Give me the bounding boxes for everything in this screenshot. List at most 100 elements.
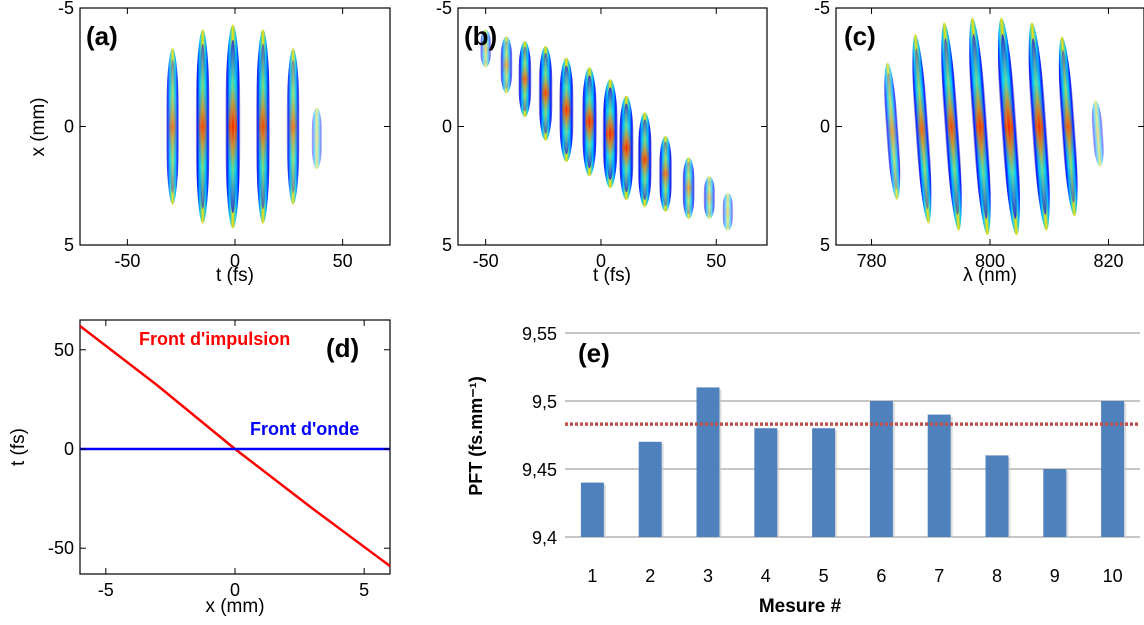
panel-e-ticks: 9,4 9,45 9,5 9,55 1 2 3 4 5 6 7 8 9 10 [522,324,1123,586]
panel-d-xtick-label: -5 [98,580,114,600]
bar [812,428,836,537]
panel-c-label: (c) [844,21,876,51]
panel-c-fringes [884,17,1104,236]
fringe [165,48,180,205]
panel-e-xlabel: Mesure # [759,596,842,617]
bar [696,387,720,537]
fringe [884,62,901,200]
panel-e-label: (e) [578,338,610,368]
panel-b-xlabel: t (fs) [593,265,631,286]
fringe [722,192,734,231]
fringe [558,57,574,163]
panel-d-lines [79,324,391,568]
fringe-inner [502,40,510,90]
fringe-core [662,164,669,184]
panel-b-xtick-label: -50 [473,251,499,271]
fringe-core [975,84,985,169]
panel-a-xtick-label: -50 [114,251,140,271]
panel-b-label: (b) [464,21,497,51]
fringe-core [229,84,237,169]
fringe [912,34,932,224]
panel-a-xtick-label: 0 [230,251,240,271]
fringe-core [542,77,549,109]
panel-a-xlabel: t (fs) [216,265,254,286]
fringe [500,36,513,94]
fringe-core [1004,79,1014,174]
panel-e-bars [565,387,1140,537]
fringe-core [169,107,176,146]
fringe-inner [724,195,731,228]
panel-a-ytick-label: -5 [58,0,74,18]
fringe-core [1034,85,1044,168]
fringe-core [585,99,593,144]
fringe-core [641,143,649,176]
panel-e-ylabel: PFT (fs.mm⁻¹) [466,376,486,496]
fringe [997,17,1020,236]
panel-e-xtick-label: 2 [645,566,655,586]
panel-c-xlabel: λ (nm) [963,265,1017,286]
fringe-core [947,92,956,161]
fringe [658,135,673,212]
fringe [703,176,716,219]
panel-c-xtick-label: 800 [975,251,1005,271]
panel-d-ytick-label: 0 [64,439,74,459]
bar [927,414,951,537]
fringe [602,79,619,189]
panel-e-xtick-label: 8 [992,566,1002,586]
fringe [255,29,271,224]
fringe [682,157,695,219]
fringe-inner [706,179,713,216]
bar [754,428,778,537]
bar [985,455,1009,537]
panel-e-xtick-label: 3 [703,566,713,586]
panel-e-ytick-label: 9,55 [522,324,557,344]
panel-d-xtick-label: 5 [359,580,369,600]
panel-b-ytick-label: 5 [442,235,452,255]
panel-e: 9,4 9,45 9,5 9,55 1 2 3 4 5 6 7 8 9 10 (e) Mesure # P… [466,324,1140,617]
fringe [518,41,532,118]
panel-b-ytick-label: 0 [442,117,452,137]
fringe [311,107,323,170]
fringe-core [259,95,267,158]
fringe [618,95,634,200]
bar [638,441,662,537]
fringe-inner [685,161,693,215]
panel-c: 780 800 820 -5 0 5 (c) λ (nm) [814,0,1144,286]
panel-e-ytick-label: 9,5 [532,392,557,412]
panel-d-label: (d) [326,333,359,363]
panel-e-ytick-label: 9,4 [532,528,557,548]
fringe [969,17,991,236]
fringe [1028,22,1050,231]
fringe [1091,100,1104,167]
panel-a-ytick-label: 5 [64,235,74,255]
panel-c-ytick-label: 5 [820,235,830,255]
fringe [286,48,300,205]
fringe-inner [1094,105,1102,162]
panel-e-ytick-label: 9,45 [522,460,557,480]
panel-a-label: (a) [86,21,118,51]
panel-d-xtick-label: 0 [230,580,240,600]
panel-a-ticks: -50 0 50-505 [58,0,390,271]
panel-c-ticks: 780 800 820 -5 0 5 [814,0,1144,271]
fringe [225,24,241,229]
panel-d-ytick-label: -50 [48,538,74,558]
panel-a-ytick-label: 0 [64,117,74,137]
fringe-core [606,110,614,157]
panel-e-xtick-label: 10 [1103,566,1123,586]
panel-d-ylabel: t (fs) [8,428,29,466]
pulse-front-legend: Front d'impulsion [139,329,290,349]
fringe-core [563,90,570,130]
fringe [1058,36,1078,217]
wave-front-legend: Front d'onde [250,419,359,439]
panel-c-ytick-label: -5 [814,0,830,18]
fringe [195,29,210,224]
panel-a-fringes [165,24,323,229]
panel-d-ytick-label: 50 [54,340,74,360]
panel-a: -50 0 50-505 (a) t (fs) x (mm) [28,0,391,286]
fringe-inner [886,72,898,190]
panel-a-ylabel: x (mm) [28,97,49,156]
panel-b: -50 0 50-505 (b) t (fs) [436,0,768,286]
